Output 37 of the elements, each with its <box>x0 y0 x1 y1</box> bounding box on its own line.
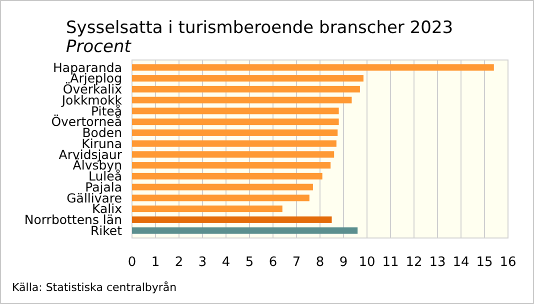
x-tick-label: 8 <box>316 255 324 270</box>
bar <box>132 172 322 180</box>
x-tick-label: 12 <box>406 255 422 270</box>
bar <box>132 64 494 71</box>
bar <box>132 75 364 82</box>
x-tick-label: 11 <box>382 255 399 270</box>
text: Källa: Statistiska centralbyrån <box>12 281 177 294</box>
bar <box>132 86 360 92</box>
x-tick-label: 7 <box>292 255 301 270</box>
x-tick-label: 10 <box>358 255 376 270</box>
bar <box>132 118 339 126</box>
bar <box>132 206 282 212</box>
x-tick-label: 14 <box>452 255 470 270</box>
x-tick-label: 16 <box>500 255 516 270</box>
x-tick-label: 9 <box>339 255 348 270</box>
chart-subtitle: Procent <box>66 37 132 57</box>
bar <box>132 194 310 202</box>
bar <box>132 151 334 158</box>
x-tick-label: 1 <box>151 255 160 270</box>
bar <box>132 108 339 114</box>
x-tick-label: 0 <box>128 255 136 270</box>
x-tick-label: 5 <box>245 255 254 270</box>
bar <box>132 227 358 234</box>
x-tick-label: 2 <box>174 255 184 270</box>
bar <box>132 162 331 169</box>
y-tick-label: Haparanda <box>53 60 122 75</box>
x-tick-label: 3 <box>198 255 207 270</box>
chart-title: Sysselsatta i turismberoende branscher 2023 <box>66 18 454 38</box>
x-tick-label: 6 <box>268 255 278 270</box>
x-tick-label: 13 <box>429 255 446 270</box>
bar <box>132 129 338 136</box>
x-tick-label: 4 <box>222 255 230 270</box>
bar <box>132 96 352 104</box>
x-tick-label: 15 <box>476 255 493 270</box>
bar <box>132 140 336 147</box>
bar <box>132 216 332 223</box>
bar <box>132 184 313 190</box>
